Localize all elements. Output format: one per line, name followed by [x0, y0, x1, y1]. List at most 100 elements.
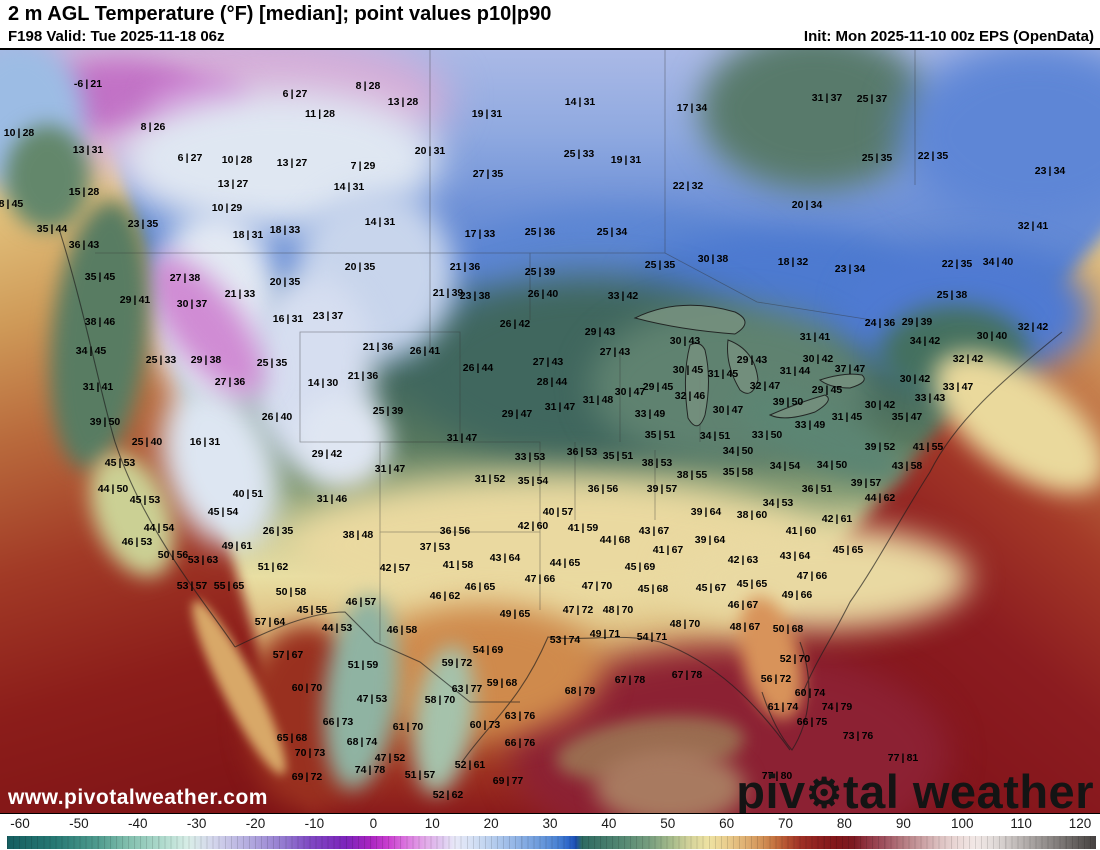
point-value: 34 | 50	[816, 459, 848, 471]
point-value: 25 | 39	[372, 405, 404, 417]
point-value: 60 | 74	[794, 687, 826, 699]
point-value: 23 | 35	[127, 218, 159, 230]
point-value: 20 | 31	[414, 145, 446, 157]
point-value: 39 | 57	[850, 477, 882, 489]
point-values-layer: -6 | 21 6 | 27 8 | 28 13 | 28 11 | 28 19 | 31…	[0, 50, 1100, 813]
point-value: 45 | 54	[207, 506, 239, 518]
point-value: 47 | 52	[374, 752, 406, 764]
point-value: 29 | 41	[119, 294, 151, 306]
site-watermark: www.pivotalweather.com	[8, 786, 268, 809]
point-value: 45 | 67	[695, 582, 727, 594]
point-value: 36 | 56	[439, 525, 471, 537]
point-value: 21 | 36	[449, 261, 481, 273]
point-value: 54 | 69	[472, 644, 504, 656]
colorbar-gradient	[7, 836, 1096, 849]
point-value: 63 | 76	[504, 710, 536, 722]
point-value: 23 | 38	[459, 290, 491, 302]
point-value: 29 | 45	[642, 381, 674, 393]
point-value: 20 | 35	[269, 276, 301, 288]
point-value: 25 | 33	[563, 148, 595, 160]
point-value: 41 | 67	[652, 544, 684, 556]
point-value: 33 | 42	[607, 290, 639, 302]
point-value: 65 | 68	[276, 732, 308, 744]
point-value: 49 | 71	[589, 628, 621, 640]
point-value: 45 | 69	[624, 561, 656, 573]
point-value: 46 | 62	[429, 590, 461, 602]
point-value: 10 | 29	[211, 202, 243, 214]
point-value: 58 | 70	[424, 694, 456, 706]
point-value: 24 | 36	[864, 317, 896, 329]
point-value: 38 | 46	[84, 316, 116, 328]
wyoming-cold-spot	[295, 395, 390, 490]
point-value: 73 | 76	[842, 730, 874, 742]
point-value: 38 | 60	[736, 509, 768, 521]
point-value: 29 | 39	[901, 316, 933, 328]
point-value: 31 | 45	[707, 368, 739, 380]
point-value: 13 | 27	[217, 178, 249, 190]
point-value: 30 | 47	[614, 386, 646, 398]
point-value: 13 | 27	[276, 157, 308, 169]
point-value: 19 | 31	[610, 154, 642, 166]
point-value: 33 | 49	[634, 408, 666, 420]
point-value: 46 | 57	[345, 596, 377, 608]
point-value: 25 | 33	[145, 354, 177, 366]
point-value: -6 | 21	[73, 78, 103, 90]
point-value: 14 | 31	[364, 216, 396, 228]
point-value: 41 | 60	[785, 525, 817, 537]
point-value: 34 | 40	[982, 256, 1014, 268]
colorbar-tick-label: -50	[69, 816, 89, 831]
hudson-bay-shading	[700, 50, 930, 190]
point-value: 27 | 36	[214, 376, 246, 388]
point-value: 28 | 44	[536, 376, 568, 388]
point-value: 15 | 28	[68, 186, 100, 198]
map-borders	[59, 50, 1063, 763]
colorbar-tick-label: 60	[719, 816, 735, 831]
point-value: 47 | 70	[581, 580, 613, 592]
header: 2 m AGL Temperature (°F) [median]; point…	[0, 0, 1100, 48]
point-value: 66 | 76	[504, 737, 536, 749]
point-value: 49 | 66	[781, 589, 813, 601]
colorbar-tick-label: 30	[542, 816, 558, 831]
brand-prefix: piv	[736, 765, 806, 814]
point-value: 30 | 43	[669, 335, 701, 347]
page-title: 2 m AGL Temperature (°F) [median]; point…	[8, 3, 552, 25]
point-value: 16 | 31	[189, 436, 221, 448]
point-value: 38 | 55	[676, 469, 708, 481]
point-value: 51 | 62	[257, 561, 289, 573]
point-value: 25 | 40	[131, 436, 163, 448]
point-value: 59 | 68	[486, 677, 518, 689]
point-value: 18 | 32	[777, 256, 809, 268]
point-value: 66 | 75	[796, 716, 828, 728]
point-value: 23 | 37	[312, 310, 344, 322]
point-value: 45 | 65	[832, 544, 864, 556]
point-value: 31 | 41	[799, 331, 831, 343]
point-value: 46 | 53	[121, 536, 153, 548]
point-value: 34 | 50	[722, 445, 754, 457]
point-value: 30 | 42	[864, 399, 896, 411]
colorbar-ticks: -60 -50 -40 -30 -20 -10 0 10 20 30 40 50 60 70 80 90 100…	[0, 814, 1100, 835]
point-value: 45 | 68	[637, 583, 669, 595]
point-value: 50 | 58	[275, 586, 307, 598]
point-value: 25 | 38	[936, 289, 968, 301]
point-value: 29 | 43	[584, 326, 616, 338]
point-value: 39 | 64	[694, 534, 726, 546]
point-value: 26 | 35	[262, 525, 294, 537]
point-value: 8 | 26	[140, 121, 166, 133]
point-value: 47 | 53	[356, 693, 388, 705]
point-value: 66 | 73	[322, 716, 354, 728]
colorbar-tick-label: 20	[483, 816, 499, 831]
point-value: 59 | 72	[441, 657, 473, 669]
point-value: 61 | 70	[392, 721, 424, 733]
point-value: 30 | 45	[672, 364, 704, 376]
point-value: 63 | 77	[451, 683, 483, 695]
colorbar-tick-label: 70	[778, 816, 794, 831]
point-value: 7 | 29	[350, 160, 376, 172]
point-value: 40 | 51	[232, 488, 264, 500]
colorbar-tick-label: -40	[128, 816, 148, 831]
point-value: 27 | 35	[472, 168, 504, 180]
point-value: 43 | 58	[891, 460, 923, 472]
point-value: 25 | 39	[524, 266, 556, 278]
point-value: 25 | 35	[256, 357, 288, 369]
point-value: 25 | 37	[856, 93, 888, 105]
colorbar-tick-label: -60	[10, 816, 30, 831]
